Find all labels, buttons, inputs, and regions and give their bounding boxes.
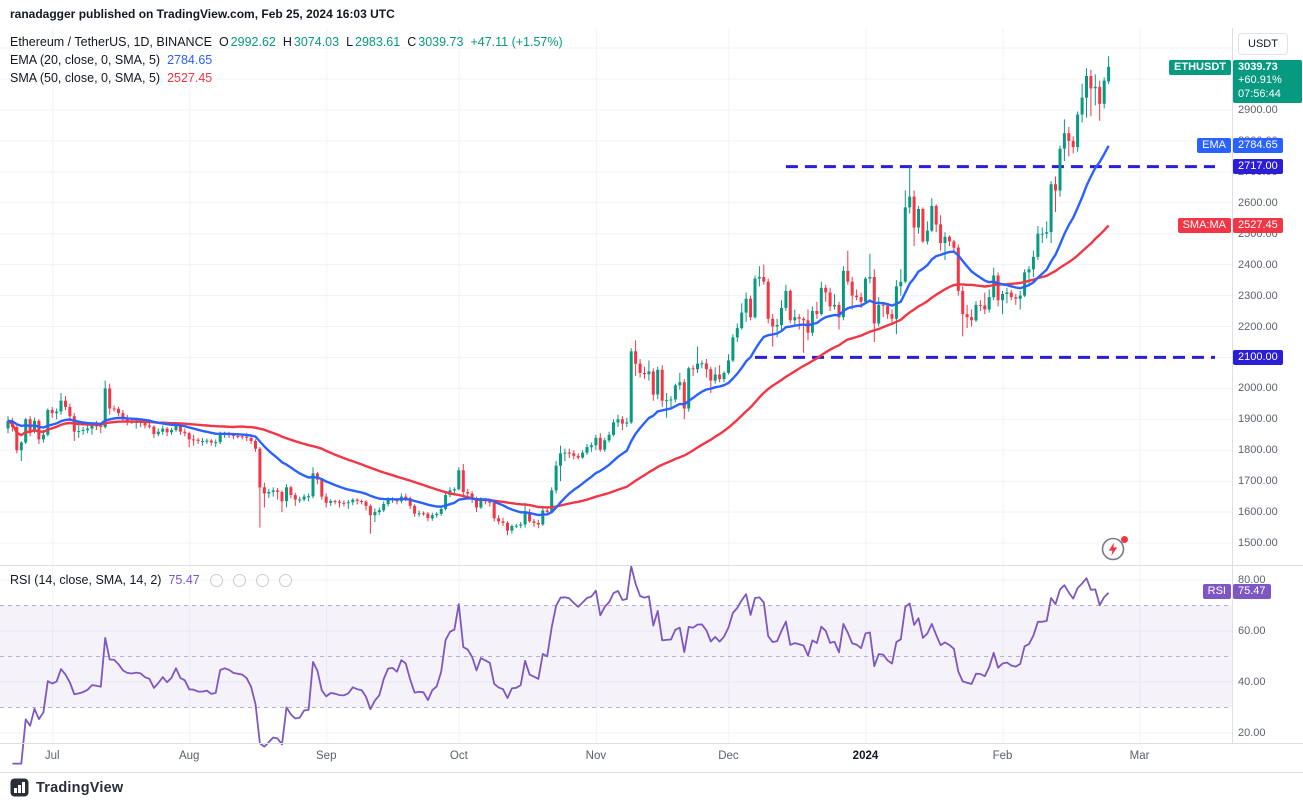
- tradingview-wordmark[interactable]: TradingView: [36, 779, 124, 796]
- rsi-delete-icon[interactable]: [255, 573, 269, 587]
- price-tick: 1900.00: [1238, 413, 1278, 426]
- price-tick: 1600.00: [1238, 506, 1278, 519]
- rsi-settings-icon[interactable]: [232, 573, 246, 587]
- sma-badge: SMA:MA: [1177, 217, 1231, 233]
- rsi-legend-row[interactable]: RSI (14, close, SMA, 14, 2) 75.47: [10, 571, 292, 589]
- sma-legend-row[interactable]: SMA (50, close, 0, SMA, 5) 2527.45: [10, 69, 563, 87]
- currency-toggle-button[interactable]: USDT: [1238, 33, 1288, 55]
- ema-badge: EMA: [1197, 138, 1231, 154]
- rsi-legend-value: 75.47: [168, 573, 200, 587]
- price-tick: 1500.00: [1238, 537, 1278, 550]
- time-tick: Jul: [44, 750, 60, 762]
- time-tick: Dec: [718, 750, 739, 762]
- price-tick: 2000.00: [1238, 382, 1278, 395]
- level-price-label: 2717.00: [1233, 159, 1283, 175]
- rsi-tick: 60.00: [1238, 625, 1266, 637]
- rsi-legend-label: RSI (14, close, SMA, 14, 2): [10, 573, 162, 587]
- ema-legend-row[interactable]: EMA (20, close, 0, SMA, 5) 2784.65: [10, 51, 563, 69]
- attribution-text: ranadagger published on TradingView.com,…: [10, 7, 395, 21]
- time-tick: Oct: [449, 750, 468, 762]
- symbol-badge: ETHUSDT: [1169, 59, 1231, 75]
- last-price-value: 3039.73: [1238, 60, 1278, 73]
- rsi-tick: 20.00: [1238, 727, 1266, 739]
- sma-legend-value: 2527.45: [167, 71, 213, 85]
- rsi-more-icon[interactable]: [278, 573, 292, 587]
- price-tick: 2900.00: [1238, 104, 1278, 116]
- time-tick: Feb: [992, 750, 1013, 762]
- ema-legend-value: 2784.65: [167, 53, 213, 67]
- time-tick: Aug: [178, 750, 200, 762]
- notification-dot: [1121, 536, 1128, 543]
- sma-legend-label: SMA (50, close, 0, SMA, 5): [10, 71, 161, 85]
- lightning-icon[interactable]: [1101, 536, 1128, 563]
- daily-change: +47.11 (+1.57%): [470, 35, 563, 49]
- footer-bar: TradingView: [10, 778, 123, 797]
- ohlc-open: O 2992.62: [218, 35, 276, 49]
- last-price-label: 3039.73 +60.91% 07:56:44: [1233, 59, 1302, 104]
- symbol-legend-row[interactable]: Ethereum / TetherUS, 1D, BINANCE O 2992.6…: [10, 33, 563, 51]
- price-tick: 2300.00: [1238, 289, 1278, 302]
- time-tick: Sep: [316, 750, 337, 762]
- price-tick: 2600.00: [1238, 196, 1278, 209]
- sma-price-label: 2527.45: [1233, 217, 1283, 233]
- price-tick: 1800.00: [1238, 444, 1278, 457]
- ohlc-close: C 3039.73: [407, 35, 464, 49]
- tradingview-logo[interactable]: [10, 778, 29, 797]
- level-price-label: 2100.00: [1233, 349, 1283, 365]
- price-tick: 1700.00: [1238, 475, 1278, 488]
- ohlc-low: L 2983.61: [346, 35, 401, 49]
- ohlc-high: H 3074.03: [282, 35, 340, 49]
- price-tick: 2400.00: [1238, 258, 1278, 271]
- ema-legend-label: EMA (20, close, 0, SMA, 5): [10, 53, 161, 67]
- last-price-change: +60.91%: [1238, 74, 1282, 87]
- price-tick: 2200.00: [1238, 320, 1278, 333]
- time-axis[interactable]: Jul Aug Sep Oct Nov Dec 2024 Feb Mar: [0, 744, 1232, 768]
- rsi-eye-icon[interactable]: [209, 573, 223, 587]
- candle-countdown: 07:56:44: [1238, 87, 1281, 100]
- rsi-value-label: 75.47: [1233, 584, 1271, 600]
- time-tick: 2024: [852, 750, 879, 762]
- rsi-tick: 40.00: [1238, 676, 1266, 688]
- rsi-tick: 80.00: [1238, 574, 1266, 586]
- time-tick: Nov: [585, 750, 607, 762]
- symbol-title: Ethereum / TetherUS, 1D, BINANCE: [10, 35, 212, 49]
- price-axis[interactable]: 2900.002800.002700.002600.002500.002400.…: [1232, 0, 1303, 768]
- time-tick: Mar: [1129, 750, 1150, 762]
- ema-price-label: 2784.65: [1233, 138, 1283, 154]
- rsi-badge: RSI: [1202, 584, 1231, 600]
- chart-legend: Ethereum / TetherUS, 1D, BINANCE O 2992.6…: [10, 33, 563, 87]
